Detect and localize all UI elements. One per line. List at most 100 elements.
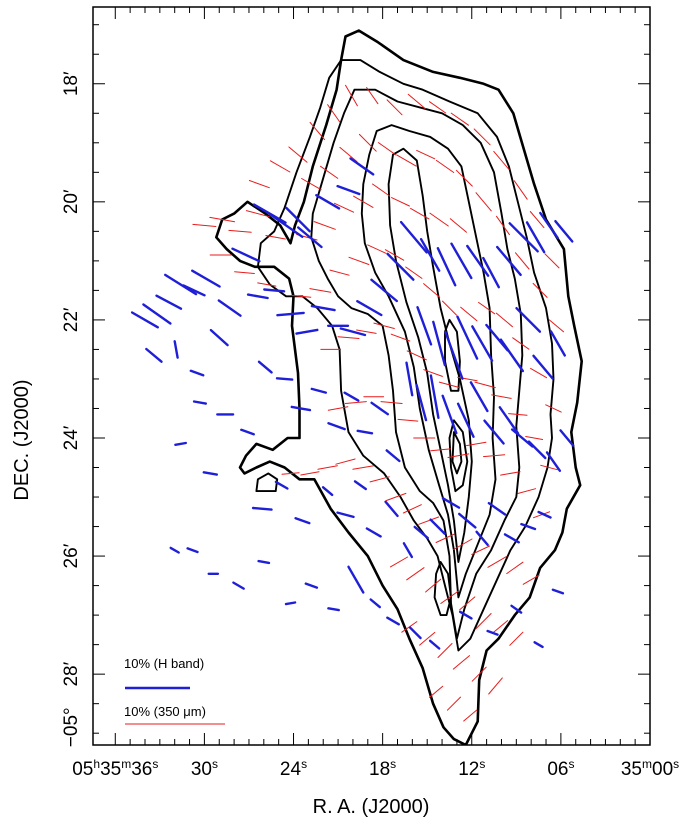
h-band-vector-39 [554,219,574,243]
h-band-vector-20 [263,288,286,293]
h-band-vector-86 [429,518,446,535]
350um-vector-90 [300,471,320,476]
h-band-vector-9 [209,328,229,347]
h-band-vector-70 [385,449,401,463]
350um-vector-10 [288,146,308,163]
350um-vector-41 [353,195,374,208]
350um-vector-18 [450,112,469,126]
350um-vector-6 [234,271,255,274]
350um-vector-25 [320,165,339,179]
350um-vector-31 [435,159,455,173]
h-band-vector-61 [559,429,575,447]
h-band-vector-17 [315,193,341,210]
x-tick-label-0: 05h35m36s [72,757,158,780]
h-band-vector-105 [409,626,422,640]
350um-vector-104 [389,556,409,568]
h-band-vector-1 [142,303,172,325]
350um-vector-71 [474,381,496,389]
350um-polarization-vectors [192,84,564,722]
h-band-vector-7 [173,340,179,359]
350um-vector-45 [429,212,449,227]
plot-area [130,29,583,745]
350um-vector-80 [397,418,419,422]
y-tick-label-6: −05° [61,707,82,747]
350um-vector-107 [440,590,459,604]
h-band-vector-87 [441,497,461,509]
350um-vector-23 [544,253,560,269]
350um-vector-2 [228,229,252,233]
350um-vector-108 [459,596,476,611]
350um-vector-29 [396,154,417,167]
h-band-vector-0 [130,311,160,329]
intensity-contours [215,29,583,745]
h-band-vector-102 [347,565,365,594]
350um-vector-102 [506,561,524,575]
h-band-vector-36 [508,222,539,253]
350um-vector-74 [525,436,544,440]
h-band-vector-32 [450,242,473,280]
h-band-vector-14 [268,212,304,239]
h-band-vector-26 [356,300,383,317]
contour-level-6-5 [444,318,461,392]
350um-vector-27 [358,133,377,152]
350um-vector-48 [309,288,332,293]
350um-vector-11 [309,121,325,141]
350um-vector-88 [533,511,551,519]
h-band-vector-2 [155,294,183,310]
h-band-vector-18 [336,184,361,196]
350um-vector-12 [327,104,341,123]
350um-vector-110 [491,620,509,634]
h-band-vector-44 [471,325,494,362]
y-tick-label-0: 18′ [61,71,82,96]
h-band-vector-66 [327,422,346,431]
x-tick-label-1: 30s [191,757,218,780]
h-band-vector-89 [475,530,489,547]
h-band-vector-88 [458,512,477,529]
350um-vector-115 [452,655,470,670]
h-band-vector-65 [310,387,327,394]
350um-vector-76 [327,406,349,411]
h-band-vector-58 [510,428,534,448]
350um-vector-83 [447,453,470,458]
350um-vector-33 [475,192,492,212]
h-band-vector-37 [525,221,546,254]
350um-vector-106 [425,578,442,593]
350um-vector-119 [446,696,461,711]
350um-vector-9 [269,160,291,173]
h-band-vector-83 [384,500,399,518]
350um-vector-20 [493,150,510,171]
350um-vector-87 [517,488,537,494]
350um-vector-65 [373,322,395,329]
x-tick-label-6: 35m00s [621,757,679,780]
350um-vector-49 [329,269,350,276]
350um-vector-24 [301,178,322,191]
h-band-vector-56 [483,419,505,445]
contour-level-5-4 [387,147,473,563]
h-band-vector-15 [285,206,311,233]
x-tick-label-5: 06s [547,757,574,780]
contour-level-6-8 [433,561,452,617]
350um-vector-100 [471,545,491,555]
h-band-polarization-vectors [130,157,575,650]
h-band-vector-74 [174,441,188,446]
h-band-vector-52 [429,374,440,419]
350um-vector-79 [380,401,403,404]
350um-vector-28 [377,142,397,156]
350um-vector-118 [429,685,444,698]
350um-vector-91 [317,465,338,470]
350um-vector-63 [337,336,360,339]
h-band-vector-35 [496,245,522,276]
y-axis-label: DEC. (J2000) [11,379,33,500]
350um-vector-67 [406,350,427,361]
350um-vector-85 [483,454,506,458]
h-band-vector-51 [415,383,428,422]
350um-vector-40 [334,202,355,213]
h-band-vector-69 [370,401,389,416]
y-tick-label-1: 20′ [61,189,82,214]
h-band-vector-41 [432,320,447,367]
h-band-vector-79 [321,486,334,497]
350um-vector-39 [313,221,336,230]
h-band-vector-38 [539,211,559,240]
h-band-vector-33 [466,244,490,277]
h-band-vector-3 [163,273,198,296]
